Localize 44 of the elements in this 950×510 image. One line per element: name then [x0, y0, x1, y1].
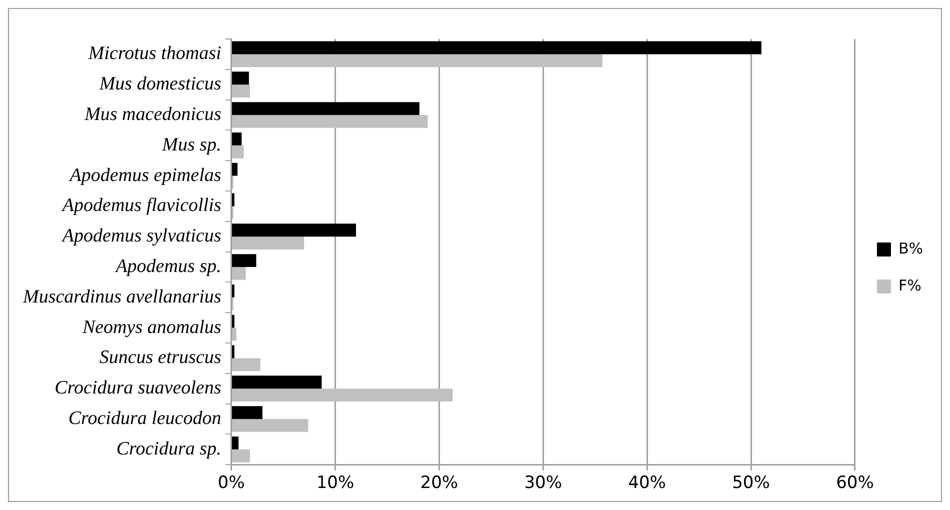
x-tick-label: 10% [316, 473, 354, 494]
bar [232, 254, 256, 267]
x-tick-label: 40% [628, 473, 666, 494]
x-tick-label: 20% [420, 473, 458, 494]
bar [232, 41, 762, 54]
bar [232, 267, 246, 280]
bar [232, 115, 428, 128]
y-tick-label: Suncus etruscus [99, 347, 222, 368]
legend-label: B% [898, 239, 924, 258]
bar [232, 132, 242, 146]
bar [232, 436, 239, 450]
x-tick-label: 30% [524, 473, 562, 494]
y-tick-label: Apodemus sylvaticus [60, 226, 222, 247]
x-tick-label: 60% [836, 473, 874, 494]
y-tick-label: Crocidura suaveolens [54, 378, 222, 399]
y-tick-label: Muscardinus avellanarius [22, 286, 222, 308]
y-tick-label: Crocidura sp. [116, 438, 222, 460]
y-tick-label: Neomys anomalus [81, 316, 222, 338]
x-tick-label: 50% [732, 473, 770, 494]
legend-label: F% [898, 276, 922, 294]
bar [232, 145, 244, 158]
bar [232, 236, 304, 250]
y-tick-label: Microtus thomasi [87, 43, 222, 64]
bar [232, 72, 249, 85]
y-tick-label: Apodemus flavicollis [60, 195, 222, 216]
x-tick-label: 0% [218, 473, 245, 494]
bar [232, 406, 262, 419]
bar [232, 162, 238, 176]
y-tick-label: Apodemus sp. [114, 256, 222, 277]
bar [232, 388, 453, 402]
bar [232, 54, 602, 68]
bar [232, 224, 356, 237]
bar [232, 419, 308, 432]
bar [232, 358, 260, 372]
y-tick-label: Mus sp. [161, 134, 222, 156]
bar [232, 84, 250, 98]
bar [232, 328, 236, 341]
bar [232, 449, 250, 462]
y-tick-label: Apodemus epimelas [68, 164, 222, 186]
bar [232, 102, 420, 115]
y-tick-label: Mus macedonicus [84, 104, 222, 125]
bar [232, 376, 322, 389]
y-tick-label: Crocidura leucodon [68, 408, 222, 429]
y-tick-label: Mus domesticus [98, 74, 222, 95]
